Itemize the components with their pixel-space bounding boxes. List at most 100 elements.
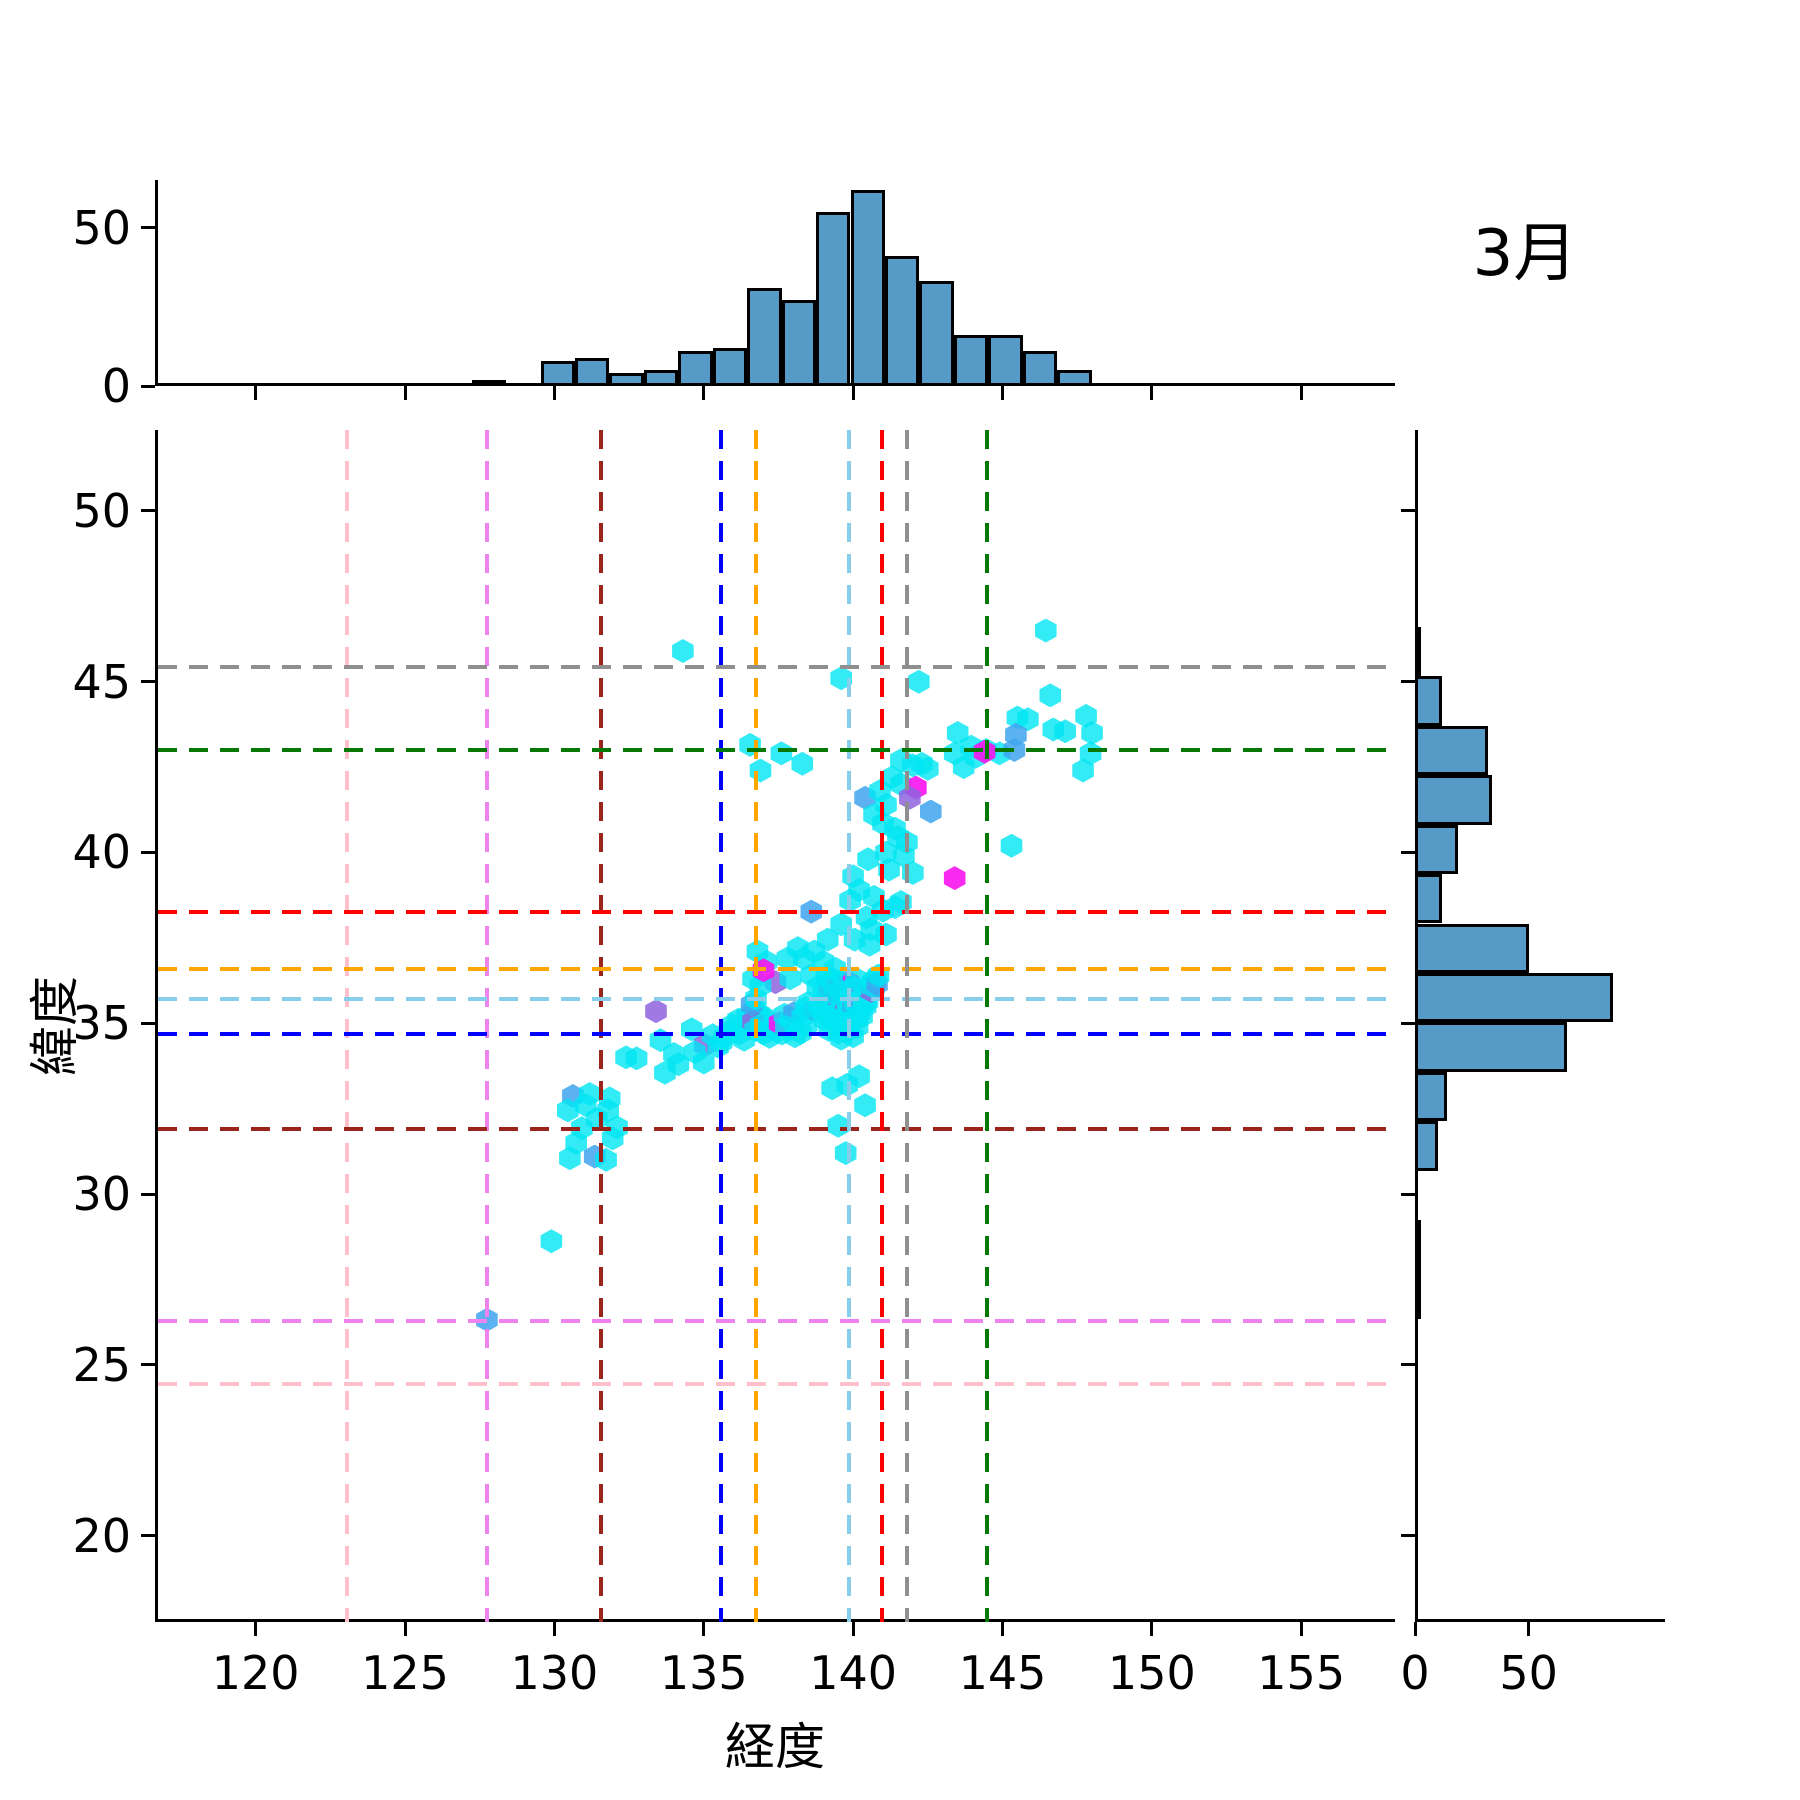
top-hist-y-tick xyxy=(141,384,155,388)
right-hist-bar xyxy=(1415,824,1459,874)
top-hist-bar xyxy=(540,360,575,386)
top-hist-bar xyxy=(747,287,782,386)
scatter-point xyxy=(1079,741,1102,766)
y-tick-label: 30 xyxy=(72,1167,131,1222)
scatter-point xyxy=(770,741,793,766)
right-hist-x-tick-label: 0 xyxy=(1400,1646,1430,1700)
top-hist-y-tick-label: 50 xyxy=(72,200,131,255)
y-tick xyxy=(141,1534,155,1538)
y-tick-label: 25 xyxy=(72,1337,131,1392)
scatter-point xyxy=(858,932,881,957)
x-tick-label: 120 xyxy=(211,1646,300,1700)
scatter-point xyxy=(830,666,852,691)
x-tick-label: 140 xyxy=(809,1646,898,1700)
top-hist-bar xyxy=(953,335,989,386)
top-hist-y-tick-label: 0 xyxy=(101,359,131,413)
top-hist-bar xyxy=(816,211,851,386)
right-hist-bar xyxy=(1415,1220,1421,1270)
ref-vline-red xyxy=(880,430,885,1622)
ref-hline-orange xyxy=(158,967,1398,972)
right-hist-bar xyxy=(1415,775,1493,825)
top-hist-bar xyxy=(575,357,610,386)
y-tick-label: 40 xyxy=(72,825,131,880)
top-hist-bar xyxy=(988,335,1023,386)
scatter-point xyxy=(601,1126,624,1151)
right-hist-bar xyxy=(1415,923,1529,973)
top-hist-bar xyxy=(1022,351,1058,386)
top-hist-x-tick xyxy=(1000,386,1004,400)
top-hist-bar xyxy=(678,351,713,386)
right-hist-bar xyxy=(1415,1121,1438,1171)
y-tick xyxy=(141,850,155,854)
top-hist-bar xyxy=(471,379,506,386)
right-hist-bar xyxy=(1415,1071,1447,1122)
right-hist-bar xyxy=(1415,1269,1421,1319)
scatter-point xyxy=(559,1146,581,1171)
top-hist-bar xyxy=(850,189,885,386)
x-tick-label: 150 xyxy=(1107,1646,1196,1700)
scatter-point xyxy=(946,721,969,745)
ref-hline-violet xyxy=(158,1319,1398,1324)
scatter-point xyxy=(749,758,772,783)
scatter-point xyxy=(779,966,802,991)
right-hist-bar xyxy=(1415,1022,1568,1072)
scatter-point xyxy=(857,847,879,872)
x-tick-label: 130 xyxy=(510,1646,599,1700)
top-hist-y-tick xyxy=(141,226,155,230)
ref-vline-green xyxy=(985,430,989,1622)
scatter-point xyxy=(943,866,966,891)
y-tick xyxy=(141,1192,155,1196)
ref-hline-darkred xyxy=(158,1126,1398,1131)
right-hist-x-tick xyxy=(1527,1622,1531,1636)
top-hist-bar xyxy=(781,300,817,386)
scatter-point xyxy=(672,639,694,663)
scatter-point xyxy=(1072,758,1094,783)
scatter-point xyxy=(645,999,667,1024)
x-tick xyxy=(1150,1622,1154,1636)
right-hist-y-tick xyxy=(1401,1534,1415,1538)
right-hist-bar xyxy=(1415,676,1443,726)
x-tick xyxy=(403,1622,407,1636)
top-hist-bar xyxy=(643,370,679,386)
scatter-point xyxy=(784,1024,806,1049)
x-tick xyxy=(254,1622,258,1636)
right-hist-x-tick-label: 50 xyxy=(1499,1646,1558,1700)
x-tick-label: 145 xyxy=(958,1646,1047,1700)
ref-vline-darkred xyxy=(599,430,603,1622)
scatter-point xyxy=(791,751,814,776)
scatter-point xyxy=(1017,707,1039,732)
scatter-point xyxy=(1034,618,1057,643)
scatter-point xyxy=(1081,721,1103,745)
scatter-point xyxy=(1000,833,1023,858)
scatter-point xyxy=(854,1093,876,1118)
scatter-point xyxy=(821,1076,843,1101)
top-hist-bar xyxy=(609,373,644,386)
right-hist-bar xyxy=(1415,725,1488,776)
right-hist-bar xyxy=(1415,973,1613,1023)
ref-vline-orange xyxy=(754,430,759,1622)
scatter-point xyxy=(887,825,909,850)
top-hist-bar xyxy=(919,281,954,386)
y-tick-label: 50 xyxy=(72,483,131,538)
ref-hline-gray xyxy=(158,665,1398,670)
y-tick xyxy=(141,1021,155,1025)
scatter-point xyxy=(1054,719,1076,744)
scatter-point xyxy=(916,756,939,781)
y-tick-label: 35 xyxy=(72,996,131,1051)
right-hist-x-tick xyxy=(1413,1622,1417,1636)
ref-vline-pink xyxy=(344,430,349,1622)
x-tick-label: 155 xyxy=(1257,1646,1346,1700)
x-tick xyxy=(851,1622,855,1636)
right-hist-bar xyxy=(1415,626,1421,677)
scatter-point xyxy=(556,1098,579,1123)
main-axes xyxy=(155,430,1398,1622)
scatter-point xyxy=(830,912,852,937)
ref-hline-red xyxy=(158,909,1398,914)
right-hist-y-tick xyxy=(1401,1192,1415,1196)
ref-vline-gray xyxy=(904,430,909,1622)
ref-vline-skyblue xyxy=(846,430,851,1622)
scatter-point xyxy=(792,946,815,971)
top-hist-bar xyxy=(712,348,748,386)
right-hist-y-tick xyxy=(1401,850,1415,854)
